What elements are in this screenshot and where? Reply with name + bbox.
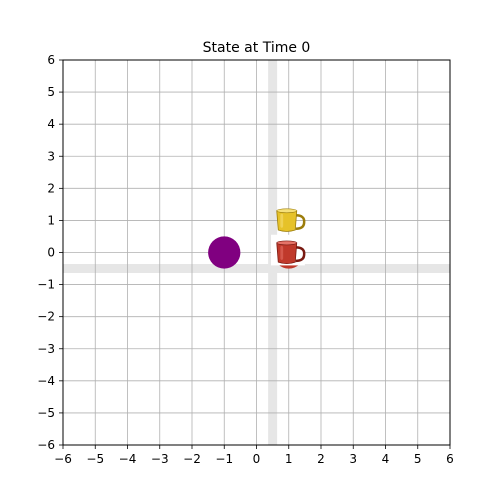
x-tick-label: −2 [183,452,201,466]
x-tick-label: 4 [382,452,390,466]
grid-layer [62,59,451,446]
y-tick-label: 3 [47,149,55,163]
y-tick-label: 4 [47,117,55,131]
x-tick-label: −3 [151,452,169,466]
chart-title: State at Time 0 [203,40,311,56]
y-tick-label: −1 [37,278,55,292]
y-tick-label: −4 [37,374,55,388]
x-tick-label: 3 [349,452,357,466]
purple-circle-marker [208,236,241,269]
y-tick-label: 1 [47,213,55,227]
y-tick-label: 6 [47,53,55,67]
y-tick-label: 0 [47,246,55,260]
y-tick-label: 2 [47,181,55,195]
x-tick-label: −1 [215,452,233,466]
x-tick-label: −6 [54,452,72,466]
yellow-mug-icon [276,208,306,232]
y-tick-label: −5 [37,406,55,420]
red-mug-icon [276,240,306,265]
x-tick-label: 5 [414,452,422,466]
x-tick-label: −5 [86,452,104,466]
x-tick-label: 1 [285,452,293,466]
tick-layer: −6 −5 −4 −3 −2 −1 0 1 2 3 4 5 6 −6 −5 −4 −3 −2 −1 0 1 2 3 4 5 6 [37,53,454,466]
x-tick-label: 2 [317,452,325,466]
x-tick-label: −4 [119,452,137,466]
x-tick-label: 6 [446,452,454,466]
y-tick-label: −6 [37,438,55,452]
x-tick-label: 0 [253,452,261,466]
y-tick-label: −3 [37,342,55,356]
y-tick-label: 5 [47,85,55,99]
point-layer [208,208,306,269]
y-tick-label: −2 [37,310,55,324]
